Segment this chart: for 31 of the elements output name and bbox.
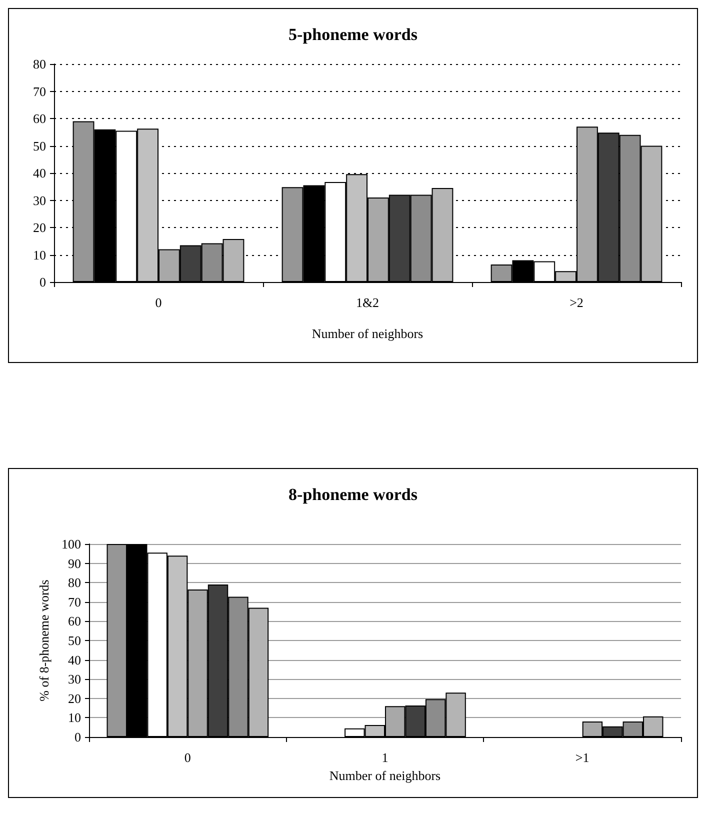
- x-tick-label: 1&2: [356, 295, 380, 310]
- x-axis-title: Number of neighbors: [329, 768, 441, 783]
- y-tick-label: 0: [40, 274, 46, 290]
- y-tick-label: 30: [33, 192, 46, 208]
- x-tick-label: 0: [184, 750, 191, 765]
- x-tick-label: 0: [155, 295, 162, 310]
- x-axis-title: Number of neighbors: [312, 326, 424, 341]
- y-tick-label: 50: [68, 633, 81, 648]
- y-tick-label: 80: [33, 56, 46, 72]
- y-tick-label: 20: [33, 220, 46, 235]
- y-tick-label: 70: [68, 594, 81, 610]
- y-tick-label: 50: [33, 138, 46, 154]
- y-tick-label: 10: [68, 710, 81, 726]
- y-tick-label: 40: [33, 166, 46, 180]
- y-tick-label: 90: [68, 556, 81, 571]
- y-tick-label: 20: [68, 690, 81, 706]
- chart-title: 8-phoneme words: [288, 485, 418, 504]
- y-tick-label: 30: [68, 672, 81, 687]
- y-tick-label: 60: [68, 614, 81, 629]
- y-axis-title: % of 8-phoneme words: [36, 580, 52, 702]
- y-tick-label: 100: [62, 536, 81, 552]
- x-tick-label: >1: [575, 750, 590, 765]
- y-tick-label: 0: [74, 730, 81, 744]
- y-tick-label: 70: [33, 84, 46, 99]
- y-tick-label: 40: [68, 652, 81, 668]
- y-tick-label: 10: [33, 247, 46, 262]
- y-tick-label: 60: [33, 111, 46, 126]
- y-tick-label: 80: [68, 575, 81, 590]
- x-tick-label: 1: [382, 750, 388, 765]
- x-tick-label: >2: [570, 295, 584, 310]
- chart-title: 5-phoneme words: [288, 25, 418, 44]
